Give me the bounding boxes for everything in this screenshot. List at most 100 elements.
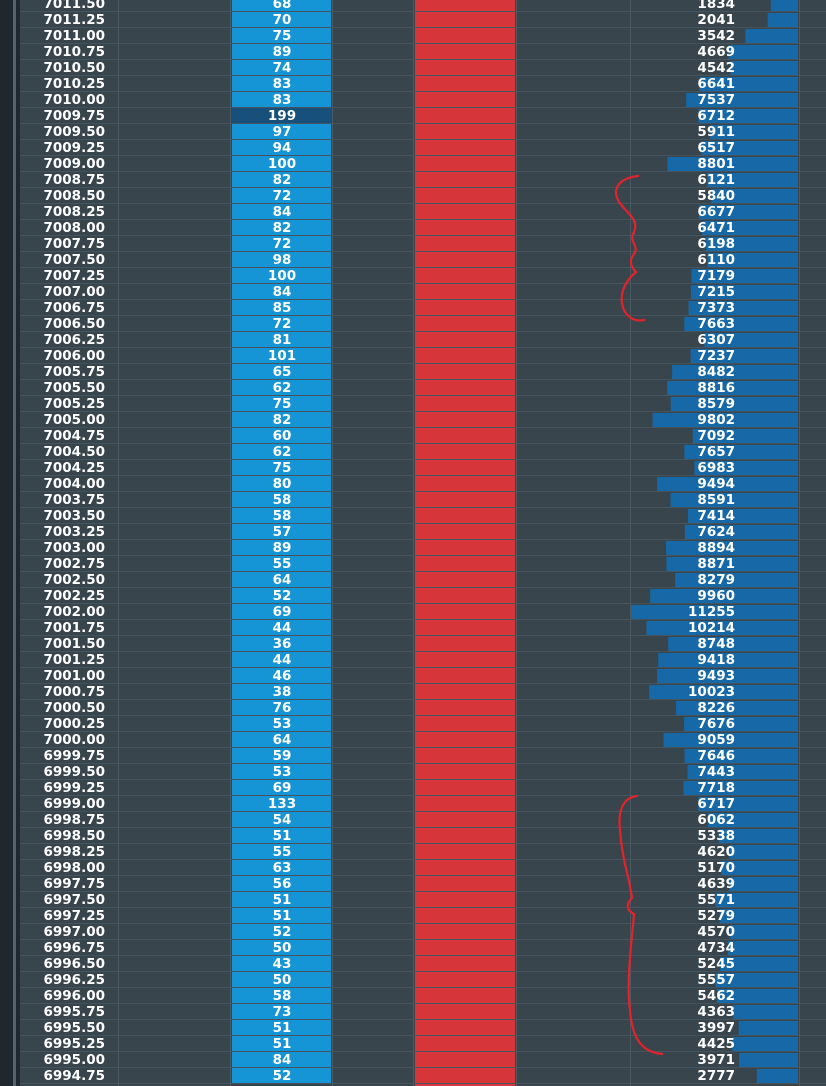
bid-cell: [232, 684, 331, 700]
bid-size: 94: [273, 140, 292, 156]
bid-size: 51: [273, 892, 292, 908]
bid-cell: [232, 332, 331, 348]
volume-bar: [745, 29, 798, 44]
price: 6997.25: [44, 908, 106, 924]
volume-bar: [708, 813, 798, 828]
volume-bar: [694, 461, 798, 476]
bid-size: 62: [273, 444, 292, 460]
bid-cell: [232, 28, 331, 44]
bid-cell: [232, 108, 331, 124]
bid-size: 43: [273, 956, 292, 972]
bid-cell: [232, 924, 331, 940]
bid-size: 58: [273, 988, 292, 1004]
bid-size: 57: [273, 524, 292, 540]
bid-cell: [232, 652, 331, 668]
volume-bar: [666, 557, 798, 572]
price: 7005.00: [44, 412, 106, 428]
bid-size: 38: [273, 684, 292, 700]
volume-bar: [684, 749, 798, 764]
volume: 9059: [697, 732, 735, 748]
bid-cell: [232, 780, 331, 796]
bid-cell: [232, 396, 331, 412]
volume: 7215: [697, 284, 735, 300]
bid-cell: [232, 220, 331, 236]
bid-size: 53: [273, 764, 292, 780]
volume: 10023: [688, 684, 735, 700]
volume: 8226: [697, 700, 735, 716]
bid-size: 89: [273, 44, 292, 60]
bid-size: 44: [273, 620, 292, 636]
volume-bar: [688, 301, 798, 316]
bid-size: 82: [273, 220, 292, 236]
price: 7000.25: [44, 716, 106, 732]
volume: 4669: [697, 44, 735, 60]
price: 7007.25: [44, 268, 106, 284]
price: 6998.25: [44, 844, 106, 860]
bid-cell: [232, 124, 331, 140]
bid-size: 72: [273, 316, 292, 332]
bid-cell: [232, 588, 331, 604]
price: 7009.75: [44, 108, 106, 124]
bid-size: 59: [273, 748, 292, 764]
price: 7008.25: [44, 204, 106, 220]
bid-size: 55: [273, 844, 292, 860]
price: 6995.75: [44, 1004, 106, 1020]
volume: 7657: [697, 444, 735, 460]
volume-bar: [649, 685, 798, 700]
bid-cell: [232, 796, 331, 812]
bid-cell: [232, 988, 331, 1004]
price: 7008.50: [44, 188, 106, 204]
price: 6996.00: [44, 988, 106, 1004]
volume: 8894: [697, 540, 735, 556]
bid-size: 60: [273, 428, 292, 444]
volume: 8591: [697, 492, 735, 508]
price: 7004.25: [44, 460, 106, 476]
bid-size: 74: [273, 60, 292, 76]
volume-bar: [738, 1021, 798, 1036]
volume-bar: [707, 253, 798, 268]
bid-cell: [232, 716, 331, 732]
volume: 6062: [697, 812, 735, 828]
bid-cell: [232, 812, 331, 828]
volume-bar: [675, 701, 798, 716]
volume-bar: [663, 733, 798, 748]
bid-size: 100: [268, 268, 296, 284]
bid-cell: [232, 956, 331, 972]
volume-bar: [657, 477, 798, 492]
bid-cell: [232, 1020, 331, 1036]
volume-bar: [686, 93, 798, 108]
price: 7001.75: [44, 620, 106, 636]
bid-size: 51: [273, 908, 292, 924]
volume: 7676: [697, 716, 735, 732]
bid-cell: [232, 380, 331, 396]
bid-cell: [232, 156, 331, 172]
volume-bar: [721, 861, 798, 876]
volume: 9494: [697, 476, 735, 492]
bid-cell: [232, 1052, 331, 1068]
volume: 5279: [697, 908, 735, 924]
volume-bar: [698, 109, 798, 124]
bid-cell: [232, 604, 331, 620]
volume-bar: [672, 365, 798, 380]
volume-bar: [687, 765, 798, 780]
ask-column: [415, 0, 515, 1086]
price: 7004.75: [44, 428, 106, 444]
volume-bar: [716, 989, 798, 1004]
volume-bar: [670, 493, 798, 508]
bid-size: 72: [273, 188, 292, 204]
volume: 6712: [697, 108, 735, 124]
price: 7000.50: [44, 700, 106, 716]
bid-cell: [232, 572, 331, 588]
price: 7006.00: [44, 348, 106, 364]
volume: 7179: [697, 268, 735, 284]
bid-cell: [232, 44, 331, 60]
volume: 8871: [697, 556, 735, 572]
price: 7009.25: [44, 140, 106, 156]
volume-bar: [715, 893, 798, 908]
bid-cell: [232, 300, 331, 316]
price: 6995.00: [44, 1052, 106, 1068]
price: 7003.25: [44, 524, 106, 540]
bid-size: 63: [273, 860, 292, 876]
bid-cell: [232, 364, 331, 380]
